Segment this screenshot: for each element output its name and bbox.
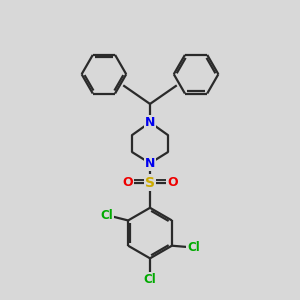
Text: O: O <box>122 176 133 189</box>
Text: Cl: Cl <box>100 209 113 223</box>
Text: Cl: Cl <box>144 273 156 286</box>
Text: S: S <box>145 176 155 190</box>
Text: Cl: Cl <box>187 241 200 254</box>
Text: N: N <box>145 157 155 170</box>
Text: N: N <box>145 116 155 129</box>
Text: O: O <box>167 176 178 189</box>
